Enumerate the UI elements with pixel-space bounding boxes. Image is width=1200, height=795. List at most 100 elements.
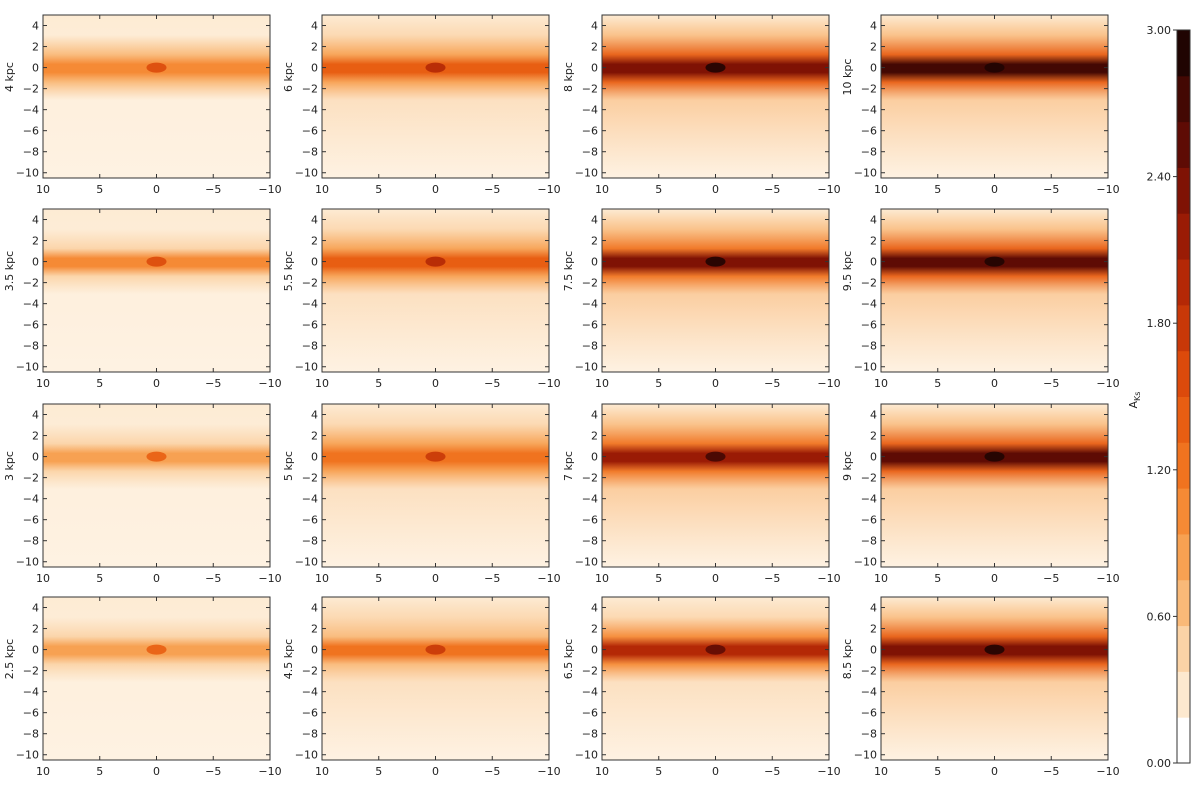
x-tick-label: 10 [595, 183, 609, 196]
x-tick-label: 5 [655, 765, 662, 778]
x-tick-label: 10 [595, 377, 609, 390]
distance-label: 5 kpc [282, 451, 295, 481]
distance-label: 4 kpc [3, 62, 16, 92]
extinction-map [322, 15, 549, 178]
y-tick-label: 0 [311, 62, 318, 75]
colorbar-segment [1177, 671, 1190, 718]
y-tick-label: −10 [854, 167, 877, 180]
x-tick-label: 0 [712, 765, 719, 778]
y-tick-label: 0 [870, 62, 877, 75]
x-tick-label: −10 [258, 183, 281, 196]
map-panel: 4 2 0 −2 −4 −6 −8 −10 10 5 0 −5 −10 3.5 kpc [3, 208, 282, 390]
panel-grid: 4 2 0 −2 −4 −6 −8 −10 10 5 0 −5 −10 4 kpc 4 2 0 −2 −4 −6 −8 −… [3, 14, 1120, 778]
galactic-center-knot [984, 451, 1005, 462]
y-tick-label: −8 [302, 340, 318, 353]
colorbar-segment [1177, 167, 1190, 214]
distance-label: 5.5 kpc [282, 251, 295, 291]
y-tick-label: −4 [302, 686, 318, 699]
y-tick-label: −2 [302, 83, 318, 96]
y-tick-label: −2 [302, 277, 318, 290]
x-tick-label: 10 [874, 765, 888, 778]
x-tick-label: 10 [595, 572, 609, 585]
map-panel: 4 2 0 −2 −4 −6 −8 −10 10 5 0 −5 −10 9.5 kpc [841, 208, 1120, 390]
y-tick-label: −2 [861, 83, 877, 96]
extinction-map [602, 15, 829, 178]
distance-label: 6 kpc [282, 62, 295, 92]
y-tick-label: −8 [302, 728, 318, 741]
distance-label: 2.5 kpc [3, 639, 16, 679]
x-tick-label: −5 [205, 377, 221, 390]
x-tick-label: −5 [764, 183, 780, 196]
y-tick-label: −6 [302, 707, 318, 720]
x-tick-label: 0 [991, 765, 998, 778]
y-tick-label: −2 [23, 665, 39, 678]
x-tick-label: 10 [874, 377, 888, 390]
y-tick-label: −8 [582, 535, 598, 548]
y-tick-label: 2 [591, 430, 598, 443]
x-tick-label: 0 [712, 377, 719, 390]
y-tick-label: 0 [870, 256, 877, 269]
map-panel: 4 2 0 −2 −4 −6 −8 −10 10 5 0 −5 −10 9 kpc [841, 403, 1120, 585]
y-tick-label: −6 [302, 125, 318, 138]
y-tick-label: −10 [295, 556, 318, 569]
distance-label: 7.5 kpc [562, 251, 575, 291]
y-tick-label: −10 [854, 361, 877, 374]
x-tick-label: 10 [36, 377, 50, 390]
map-panel: 4 2 0 −2 −4 −6 −8 −10 10 5 0 −5 −10 6.5 kpc [562, 596, 841, 778]
y-tick-label: −8 [582, 340, 598, 353]
extinction-map [602, 597, 829, 760]
y-tick-label: −4 [582, 104, 598, 117]
x-tick-label: 0 [153, 377, 160, 390]
y-tick-label: 0 [591, 451, 598, 464]
y-tick-label: −6 [23, 319, 39, 332]
x-tick-label: −5 [484, 183, 500, 196]
x-tick-label: 10 [874, 572, 888, 585]
distance-label: 3.5 kpc [3, 251, 16, 291]
galactic-center-knot [425, 256, 446, 267]
x-tick-label: −10 [817, 183, 840, 196]
y-tick-label: −4 [861, 493, 877, 506]
y-tick-label: 4 [311, 409, 318, 422]
colorbar-segment [1177, 579, 1190, 627]
y-tick-label: −4 [23, 298, 39, 311]
y-tick-label: 4 [32, 409, 39, 422]
distance-label: 8 kpc [562, 62, 575, 92]
galactic-center-knot [984, 644, 1005, 655]
x-tick-label: 10 [315, 183, 329, 196]
x-tick-label: −10 [537, 765, 560, 778]
x-tick-label: −10 [817, 377, 840, 390]
x-tick-label: −10 [537, 183, 560, 196]
map-panel: 4 2 0 −2 −4 −6 −8 −10 10 5 0 −5 −10 7.5 kpc [562, 208, 841, 390]
colorbar-segment [1177, 533, 1190, 581]
galactic-center-knot [425, 62, 446, 73]
colorbar: 0.00 0.60 1.20 1.80 2.40 3.00 AKs [1127, 24, 1191, 770]
y-tick-label: 2 [591, 41, 598, 54]
colorbar-segment [1177, 213, 1190, 260]
x-tick-label: 0 [991, 183, 998, 196]
y-tick-label: 2 [591, 623, 598, 636]
y-tick-label: −4 [302, 298, 318, 311]
colorbar-label-subscript: Ks [1133, 392, 1142, 401]
extinction-map [322, 597, 549, 760]
y-tick-label: −4 [582, 493, 598, 506]
x-tick-label: −5 [764, 377, 780, 390]
y-tick-label: −4 [861, 686, 877, 699]
y-tick-label: 0 [591, 644, 598, 657]
y-tick-label: −6 [861, 125, 877, 138]
y-tick-label: 4 [32, 214, 39, 227]
y-tick-label: 4 [870, 602, 877, 615]
colorbar-segment [1177, 396, 1190, 443]
x-tick-label: 5 [375, 183, 382, 196]
map-panel: 4 2 0 −2 −4 −6 −8 −10 10 5 0 −5 −10 7 kpc [562, 403, 841, 585]
y-tick-label: −2 [582, 472, 598, 485]
map-panel: 4 2 0 −2 −4 −6 −8 −10 10 5 0 −5 −10 5.5 kpc [282, 208, 561, 390]
y-tick-label: 0 [311, 256, 318, 269]
galactic-center-knot [705, 451, 726, 462]
x-tick-label: 5 [934, 377, 941, 390]
x-tick-label: 0 [153, 765, 160, 778]
x-tick-label: 5 [655, 377, 662, 390]
y-tick-label: −2 [582, 665, 598, 678]
y-tick-label: 0 [32, 256, 39, 269]
y-tick-label: −2 [861, 277, 877, 290]
x-tick-label: 0 [432, 572, 439, 585]
